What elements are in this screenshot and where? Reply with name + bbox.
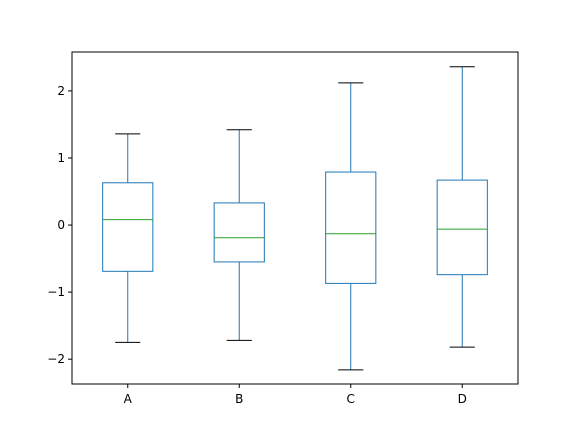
axes-frame [71, 51, 519, 385]
axes: −2 −1 0 1 2 A B C D [47, 51, 519, 406]
iqr-box [325, 171, 377, 284]
iqr-box [213, 202, 265, 263]
box-d [436, 66, 488, 348]
x-tick-label: B [235, 392, 243, 406]
y-tick-label: 0 [57, 218, 65, 232]
y-tick-label: 1 [57, 151, 65, 165]
x-tick-label: C [347, 392, 355, 406]
x-tick-label: D [458, 392, 467, 406]
iqr-box [102, 182, 154, 272]
x-tick-label: A [124, 392, 133, 406]
y-tick-label: −1 [47, 285, 65, 299]
box-c [325, 82, 377, 371]
box-a [102, 133, 154, 343]
box-b [213, 129, 265, 341]
y-tick-label: −2 [47, 352, 65, 366]
plot-area [102, 66, 488, 371]
iqr-box [436, 179, 488, 276]
y-tick-label: 2 [57, 84, 65, 98]
